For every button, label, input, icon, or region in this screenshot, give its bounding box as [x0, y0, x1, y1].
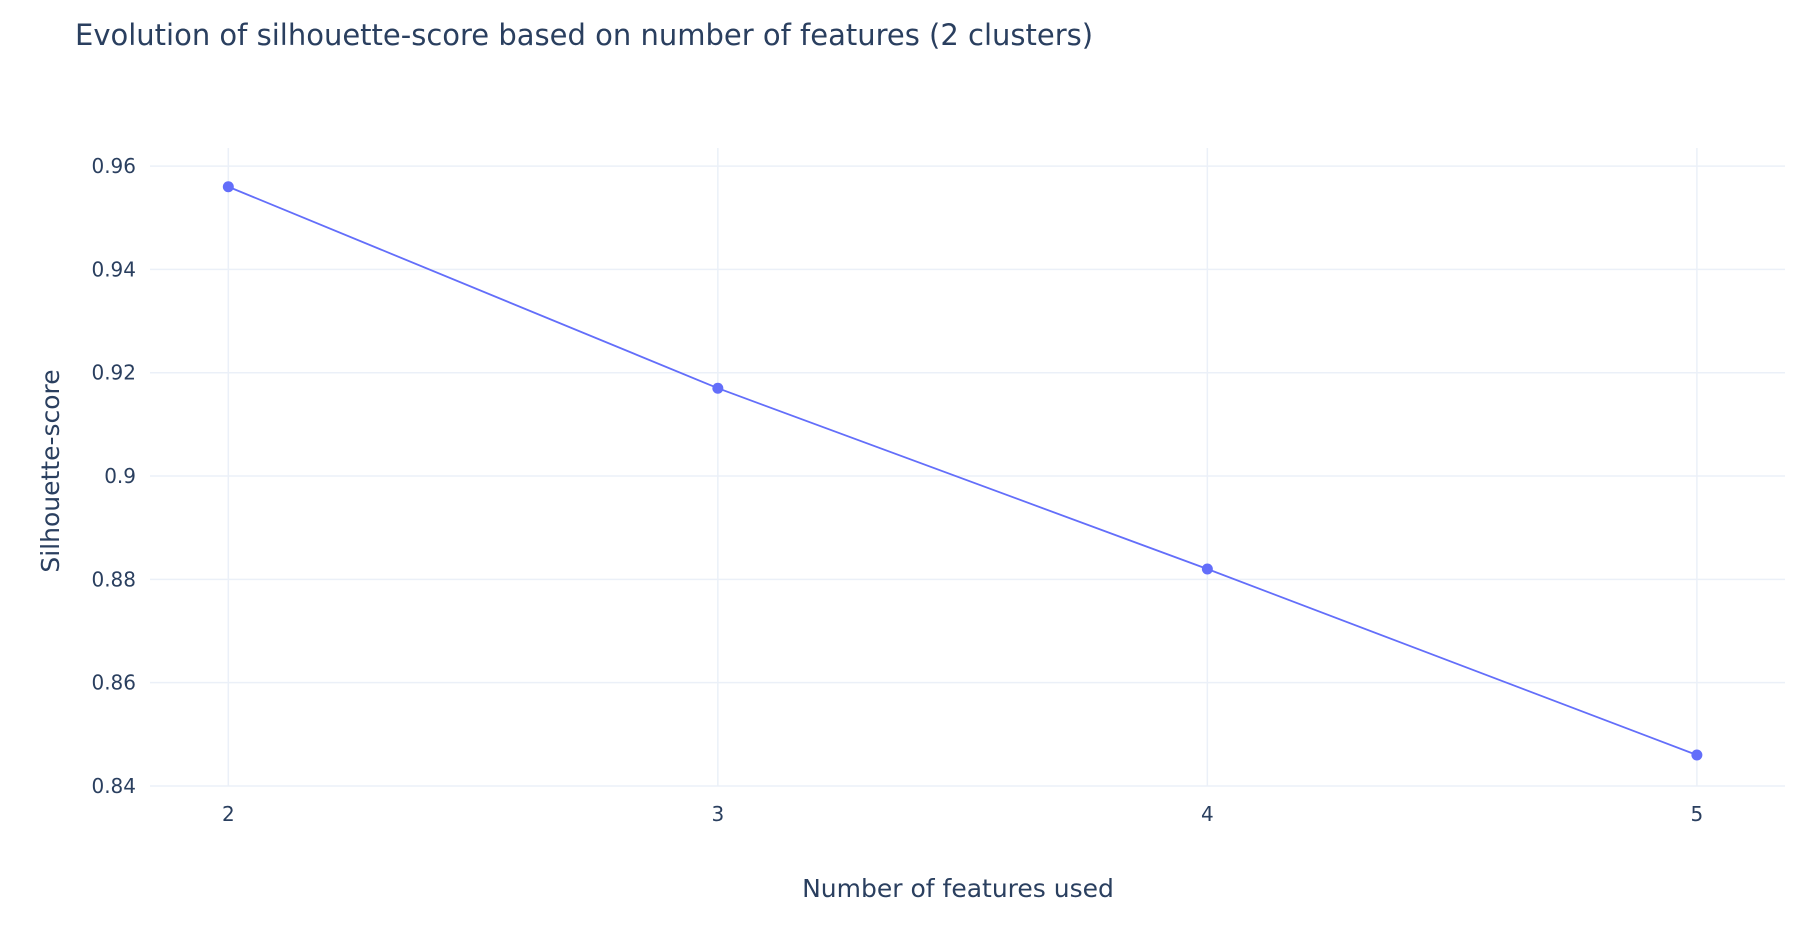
- x-tick-label: 5: [1691, 802, 1704, 826]
- series-line: [227, 185, 1698, 756]
- data-point: [222, 181, 234, 193]
- series-line-group: [227, 185, 1698, 756]
- y-axis-title: Silhouette-score: [36, 369, 65, 572]
- data-point: [1691, 749, 1703, 761]
- y-tick-label: 0.88: [91, 567, 136, 591]
- x-axis-ticks: 2 3 4 5: [222, 802, 1703, 826]
- grid: [150, 148, 1785, 787]
- chart-title: Evolution of silhouette-score based on n…: [75, 18, 1093, 52]
- x-tick-label: 4: [1201, 802, 1214, 826]
- data-point: [712, 382, 724, 394]
- y-tick-label: 0.92: [91, 361, 136, 385]
- data-points: [222, 181, 1703, 761]
- data-point: [1201, 563, 1213, 575]
- x-tick-label: 3: [711, 802, 724, 826]
- y-tick-label: 0.96: [91, 154, 136, 178]
- y-tick-label: 0.86: [91, 671, 136, 695]
- y-tick-label: 0.84: [91, 774, 136, 798]
- y-axis-ticks: 0.84 0.86 0.88 0.9 0.92 0.94 0.96: [91, 154, 136, 798]
- y-tick-label: 0.9: [104, 464, 136, 488]
- y-tick-label: 0.94: [91, 257, 136, 281]
- x-tick-label: 2: [222, 802, 235, 826]
- x-axis-title: Number of features used: [802, 874, 1114, 903]
